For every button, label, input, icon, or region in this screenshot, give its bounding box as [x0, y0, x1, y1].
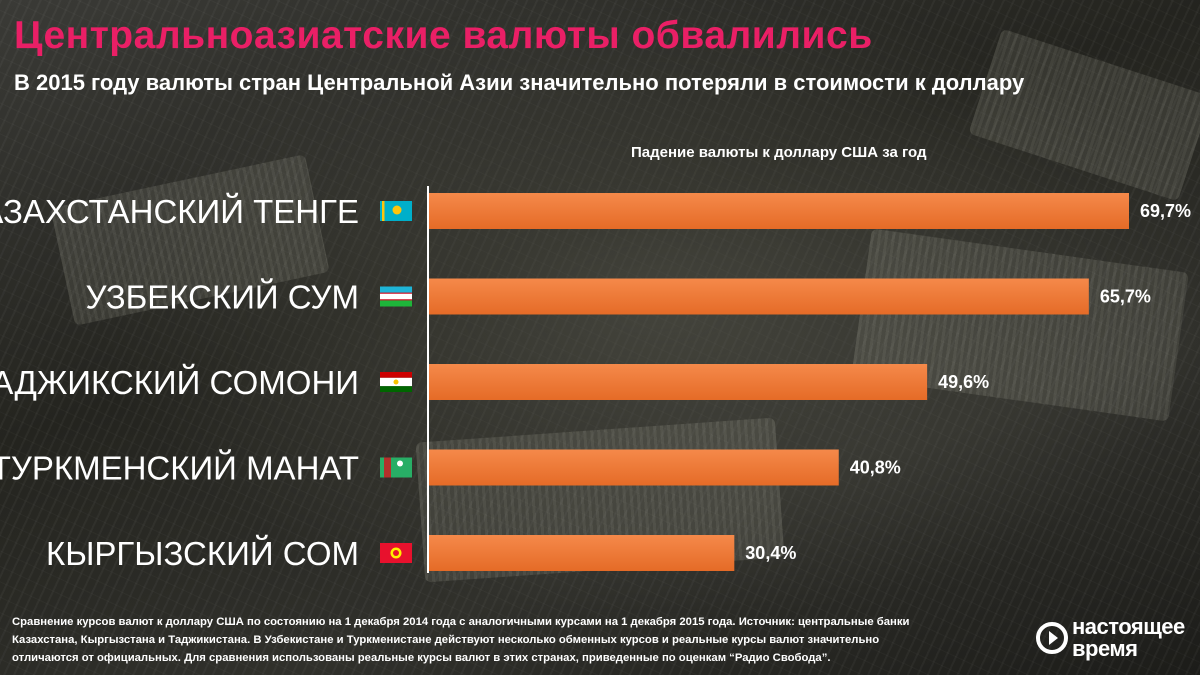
bar-chart: КАЗАХСТАНСКИЙ ТЕНГЕ 69,7% УЗБЕКСКИЙ СУМ 65,… [0, 193, 1191, 572]
bar [429, 193, 1129, 229]
footnote: Сравнение курсов валют к доллару США по … [12, 616, 910, 664]
value-label: 49,6% [938, 372, 989, 392]
bar [429, 364, 928, 400]
category-label: ТУРКМЕНСКИЙ МАНАТ [0, 450, 359, 487]
tajikistan-flag-icon [380, 372, 412, 392]
brand-logo: настоящее время [1036, 614, 1196, 664]
play-logo-icon [1036, 622, 1068, 654]
value-label: 69,7% [1140, 201, 1191, 221]
chart-title: Падение валюты к доллару США за год [631, 144, 927, 161]
category-label: КАЗАХСТАНСКИЙ ТЕНГЕ [0, 193, 359, 230]
page-subtitle: В 2015 году валюты стран Центральной Ази… [14, 70, 1025, 95]
value-label: 65,7% [1100, 287, 1151, 307]
bar [429, 535, 735, 571]
kazakhstan-flag-icon [380, 201, 412, 221]
kyrgyzstan-flag-icon [380, 543, 412, 563]
uzbekistan-flag-icon [380, 286, 412, 307]
logo-line-2: время [1072, 636, 1138, 661]
bar [429, 278, 1089, 315]
turkmenistan-flag-icon [380, 457, 412, 478]
category-label: ТАДЖИКСКИЙ СОМОНИ [0, 364, 359, 401]
category-label: КЫРГЫЗСКИЙ СОМ [46, 535, 359, 572]
category-label: УЗБЕКСКИЙ СУМ [85, 279, 359, 316]
value-label: 30,4% [745, 543, 796, 563]
bar [429, 449, 839, 486]
value-label: 40,8% [850, 458, 901, 478]
logo-line-1: настоящее [1072, 614, 1185, 639]
page-title: Центральноазиатские валюты обвалились [14, 14, 873, 57]
